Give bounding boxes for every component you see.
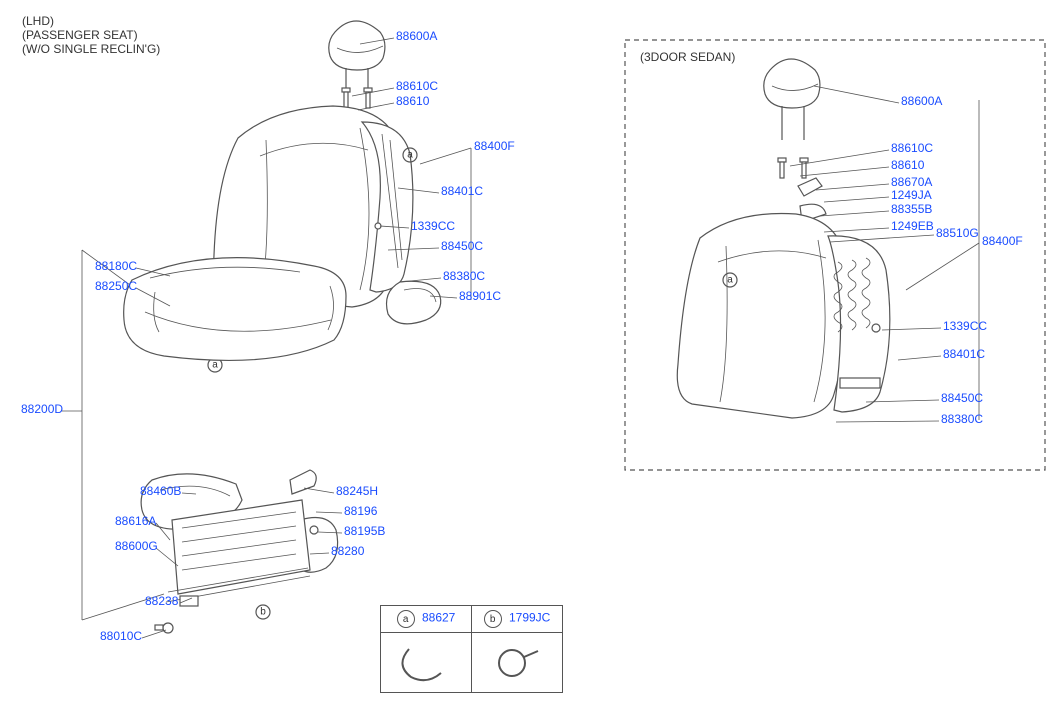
svg-text:b: b bbox=[260, 607, 266, 618]
svg-text:a: a bbox=[727, 275, 733, 286]
legend-a-ref: 88627 bbox=[422, 611, 455, 625]
legend-table-wrap: a 88627 b 1799JC bbox=[380, 605, 563, 693]
bubble-a-icon: a bbox=[397, 610, 415, 628]
bubble-b-icon: b bbox=[484, 610, 502, 628]
legend-b-header: b 1799JC bbox=[472, 606, 563, 633]
legend-b-ref: 1799JC bbox=[509, 611, 550, 625]
svg-text:a: a bbox=[212, 360, 218, 371]
diagram-canvas: { "page": { "width": 1061, "height": 727… bbox=[0, 0, 1061, 727]
legend-table: a 88627 b 1799JC bbox=[380, 605, 563, 693]
legend-b-drawing bbox=[472, 633, 563, 693]
legend-a-header: a 88627 bbox=[381, 606, 472, 633]
svg-text:a: a bbox=[407, 150, 413, 161]
legend-a-drawing bbox=[381, 633, 472, 693]
